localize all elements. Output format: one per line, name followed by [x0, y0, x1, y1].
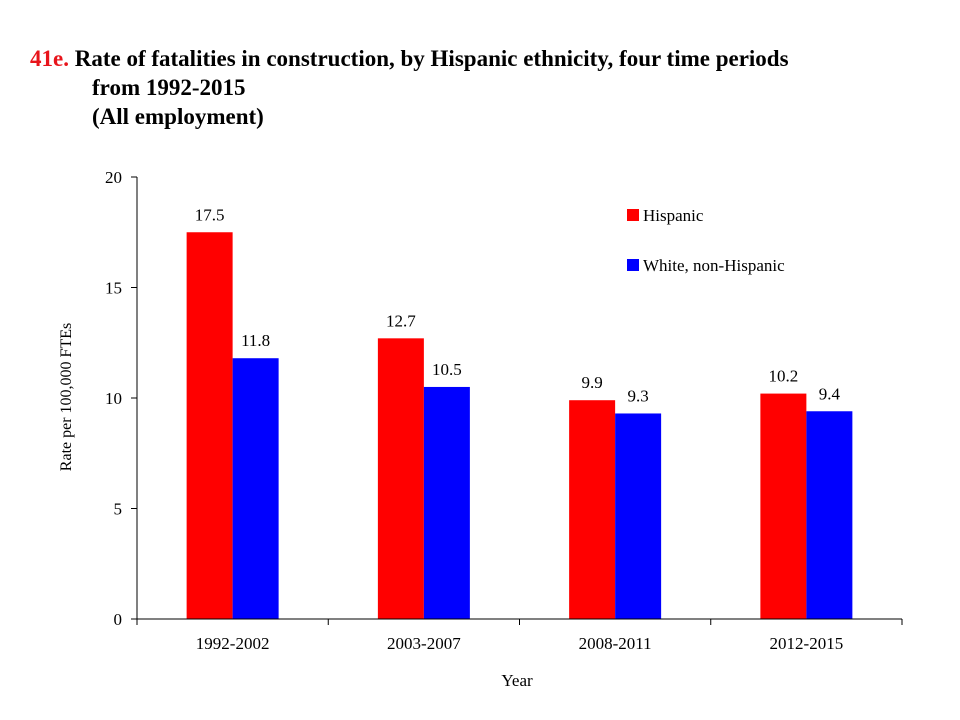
- data-label-hispanic: 10.2: [769, 367, 799, 386]
- chart-title-number: 41e.: [30, 46, 69, 71]
- data-label-hispanic: 9.9: [582, 373, 603, 392]
- bar-white-non-hispanic: [232, 358, 279, 619]
- x-tick-label: 1992-2002: [196, 634, 270, 653]
- legend-swatch-white-non-hispanic: [627, 259, 639, 271]
- bar-hispanic: [186, 232, 233, 619]
- chart-title-line-3: (All employment): [92, 104, 264, 129]
- bar-hispanic: [569, 400, 616, 619]
- legend: Hispanic White, non-Hispanic: [627, 206, 785, 275]
- x-ticks-layer: 1992-2002 2003-2007 2008-2011 2012-2015: [136, 619, 903, 653]
- y-tick-label: 10: [105, 389, 122, 408]
- chart-title-line-2: from 1992-2015: [92, 75, 246, 100]
- bar-hispanic: [760, 393, 807, 619]
- x-tick-label: 2012-2015: [770, 634, 844, 653]
- data-label-white-non-hispanic: 11.8: [241, 331, 270, 350]
- data-label-white-non-hispanic: 10.5: [432, 360, 462, 379]
- data-label-hispanic: 17.5: [195, 205, 225, 224]
- bar-labels-layer: 17.5 12.7 9.9 10.2 11.8 10.5 9.3 9.4: [195, 205, 841, 405]
- x-axis-label: Year: [501, 671, 533, 690]
- y-axis-label: Rate per 100,000 FTEs: [58, 323, 75, 471]
- data-label-white-non-hispanic: 9.4: [819, 384, 841, 403]
- y-tick-label: 20: [105, 168, 122, 187]
- legend-swatch-hispanic: [627, 209, 639, 221]
- y-tick-label: 5: [114, 500, 123, 519]
- data-label-white-non-hispanic: 9.3: [628, 386, 649, 405]
- legend-label-hispanic: Hispanic: [643, 206, 704, 225]
- bar-white-non-hispanic: [806, 411, 853, 619]
- bar-white-non-hispanic: [615, 413, 662, 619]
- bars-layer: [186, 232, 853, 619]
- legend-label-white-non-hispanic: White, non-Hispanic: [643, 256, 785, 275]
- y-tick-label: 0: [114, 610, 123, 629]
- x-tick-label: 2008-2011: [579, 634, 652, 653]
- bar-white-non-hispanic: [423, 386, 470, 619]
- x-tick-label: 2003-2007: [387, 634, 461, 653]
- bar-hispanic: [377, 338, 424, 619]
- y-ticks-layer: 0 5 10 15 20: [105, 168, 137, 629]
- y-tick-label: 15: [105, 279, 122, 298]
- chart-title-line-1: Rate of fatalities in construction, by H…: [74, 46, 789, 71]
- data-label-hispanic: 12.7: [386, 311, 416, 330]
- chart-title: 41e. Rate of fatalities in construction,…: [30, 44, 940, 131]
